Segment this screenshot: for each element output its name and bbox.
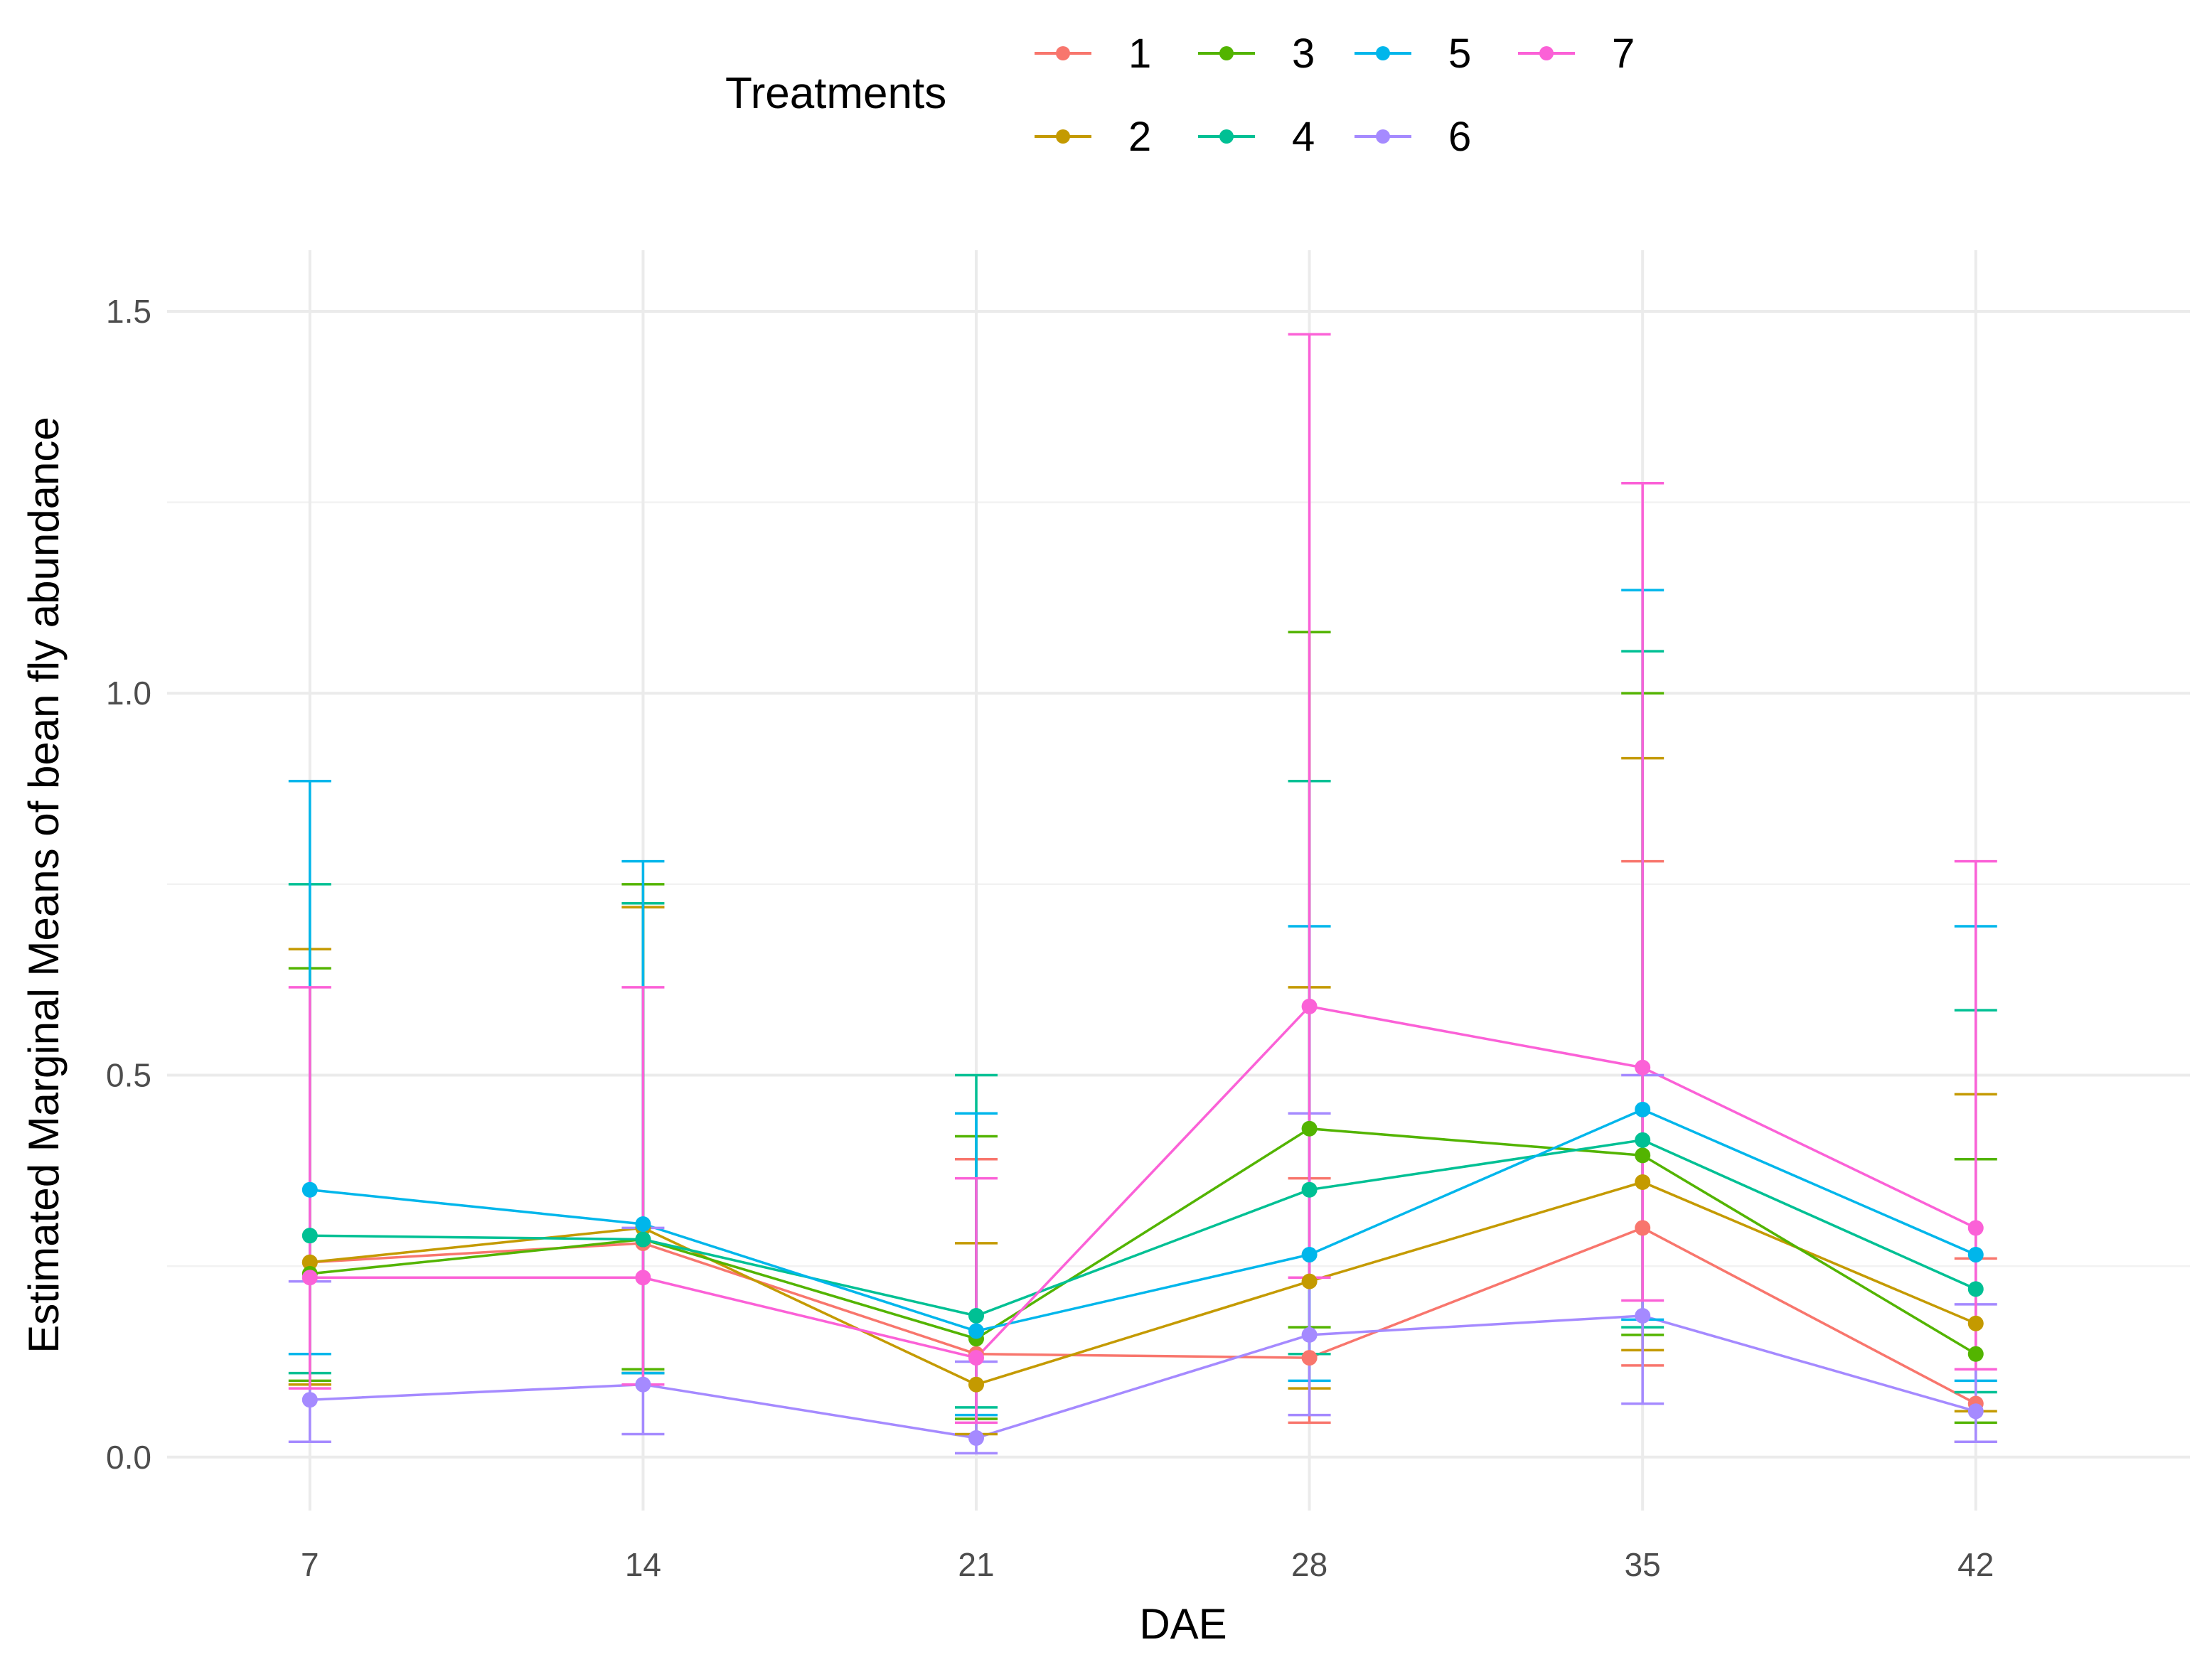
plot-panel (167, 250, 2190, 1511)
minor-gridlines (167, 501, 2190, 1267)
legend-key-point-4 (1219, 129, 1234, 144)
data-point-5 (1635, 1101, 1651, 1117)
data-point-4 (301, 1228, 318, 1244)
y-axis-ticks: 0.0 0.5 1.0 1.5 (106, 293, 151, 1476)
data-point-4 (1635, 1132, 1651, 1148)
data-point-6 (968, 1430, 984, 1446)
x-tick-label: 7 (301, 1546, 319, 1583)
series-line-1 (309, 1226, 1977, 1405)
legend-key-point-5 (1376, 46, 1390, 60)
data-point-4 (968, 1307, 984, 1324)
data-point-1 (1301, 1350, 1318, 1366)
x-tick-label: 35 (1625, 1546, 1661, 1583)
data-point-1 (1635, 1220, 1651, 1236)
data-point-2 (1635, 1174, 1651, 1190)
series-line-4 (309, 1138, 1977, 1317)
series-line-3 (309, 1127, 1977, 1356)
legend: Treatments 1 2 3 4 5 6 7 (725, 31, 1635, 160)
legend-title: Treatments (725, 69, 946, 118)
legend-label-5: 5 (1448, 31, 1471, 77)
data-point-6 (635, 1376, 651, 1393)
x-tick-label: 14 (625, 1546, 661, 1583)
data-point-7 (1301, 998, 1318, 1014)
legend-label-2: 2 (1128, 114, 1151, 160)
y-tick-label: 1.5 (106, 293, 151, 330)
data-points (301, 998, 1984, 1446)
data-point-7 (1967, 1220, 1984, 1236)
series-line-6 (309, 1314, 1977, 1439)
legend-label-4: 4 (1292, 114, 1315, 160)
y-tick-label: 1.0 (106, 675, 151, 712)
x-axis-ticks: 7 14 21 28 35 42 (301, 1546, 1994, 1583)
data-point-6 (301, 1392, 318, 1408)
data-point-3 (1301, 1120, 1318, 1137)
legend-label-7: 7 (1612, 31, 1635, 77)
legend-key-point-7 (1539, 46, 1554, 60)
data-point-4 (1301, 1181, 1318, 1198)
data-point-7 (635, 1270, 651, 1286)
data-point-5 (1301, 1247, 1318, 1263)
data-point-2 (968, 1376, 984, 1393)
data-point-2 (301, 1254, 318, 1270)
y-tick-label: 0.5 (106, 1057, 151, 1094)
x-axis-title: DAE (1139, 1600, 1227, 1648)
legend-key-point-1 (1056, 46, 1070, 60)
data-point-7 (301, 1270, 318, 1286)
data-point-3 (1635, 1147, 1651, 1164)
data-point-7 (1635, 1059, 1651, 1076)
legend-key-point-6 (1376, 129, 1390, 144)
x-tick-label: 42 (1957, 1546, 1994, 1583)
data-point-6 (1635, 1307, 1651, 1324)
data-point-6 (1301, 1326, 1318, 1343)
data-point-7 (968, 1350, 984, 1366)
x-tick-label: 21 (958, 1546, 994, 1583)
legend-label-3: 3 (1292, 31, 1315, 77)
data-point-5 (968, 1323, 984, 1339)
y-axis-title: Estimated Marginal Means of bean fly abu… (20, 417, 68, 1353)
legend-key-point-3 (1219, 46, 1234, 60)
series-line-5 (309, 1108, 1977, 1333)
data-point-5 (635, 1216, 651, 1233)
data-point-3 (1967, 1346, 1984, 1362)
x-tick-label: 28 (1291, 1546, 1327, 1583)
data-point-6 (1967, 1403, 1984, 1420)
data-point-5 (1967, 1247, 1984, 1263)
legend-label-1: 1 (1128, 31, 1151, 77)
legend-key-point-2 (1056, 129, 1070, 144)
legend-label-6: 6 (1448, 114, 1471, 160)
series-line-7 (309, 1004, 1977, 1360)
data-point-5 (301, 1181, 318, 1198)
series-lines (309, 1004, 1977, 1439)
data-point-4 (1967, 1281, 1984, 1297)
data-point-2 (1301, 1273, 1318, 1289)
series-line-2 (309, 1181, 1977, 1386)
y-tick-label: 0.0 (106, 1439, 151, 1476)
data-point-4 (635, 1231, 651, 1248)
data-point-2 (1967, 1315, 1984, 1331)
